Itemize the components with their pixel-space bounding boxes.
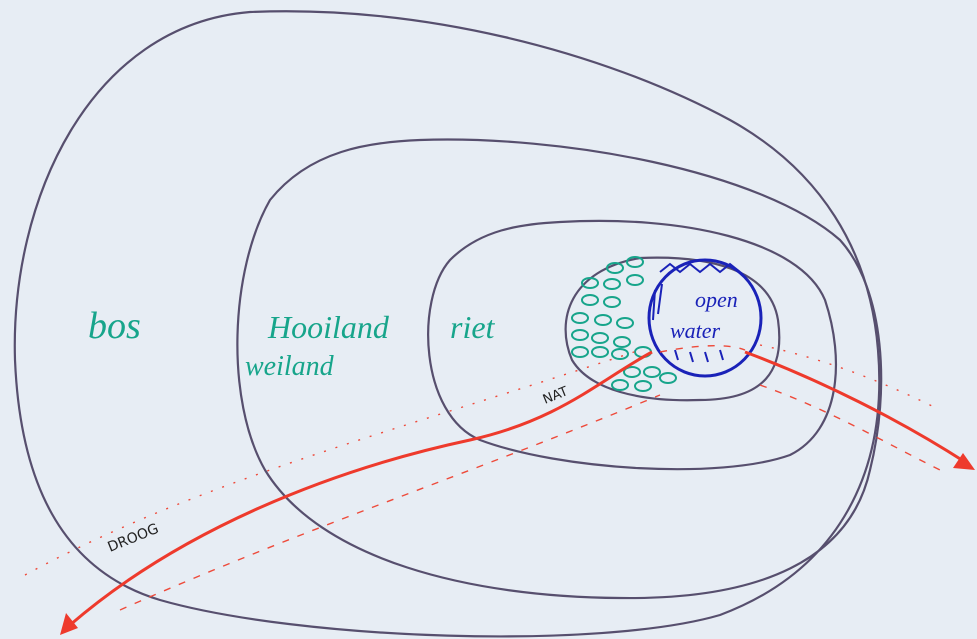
reed-bubbles (571, 256, 677, 392)
label-riet: riet (450, 309, 496, 345)
hatching (652, 283, 724, 363)
guide-line (659, 345, 746, 353)
label-weiland: weiland (245, 351, 335, 382)
zone-natte (564, 256, 781, 402)
zone-hooiland (236, 138, 883, 600)
zone-riet (427, 219, 838, 471)
label-water: water (670, 318, 721, 343)
zone-bos (13, 10, 881, 638)
label-bos: bos (88, 305, 141, 347)
arrow-head (953, 453, 975, 470)
guide-line (759, 384, 941, 471)
guide-line (119, 394, 661, 611)
label-hooiland: Hooiland (267, 309, 390, 345)
guide-line (24, 349, 641, 576)
label-open: open (695, 287, 738, 312)
guide-line (759, 344, 941, 411)
open-water (647, 258, 763, 378)
gradient-arrow (69, 350, 653, 627)
gradient-arrow (744, 350, 966, 464)
hatching (659, 262, 741, 274)
arrow-head (60, 613, 78, 635)
